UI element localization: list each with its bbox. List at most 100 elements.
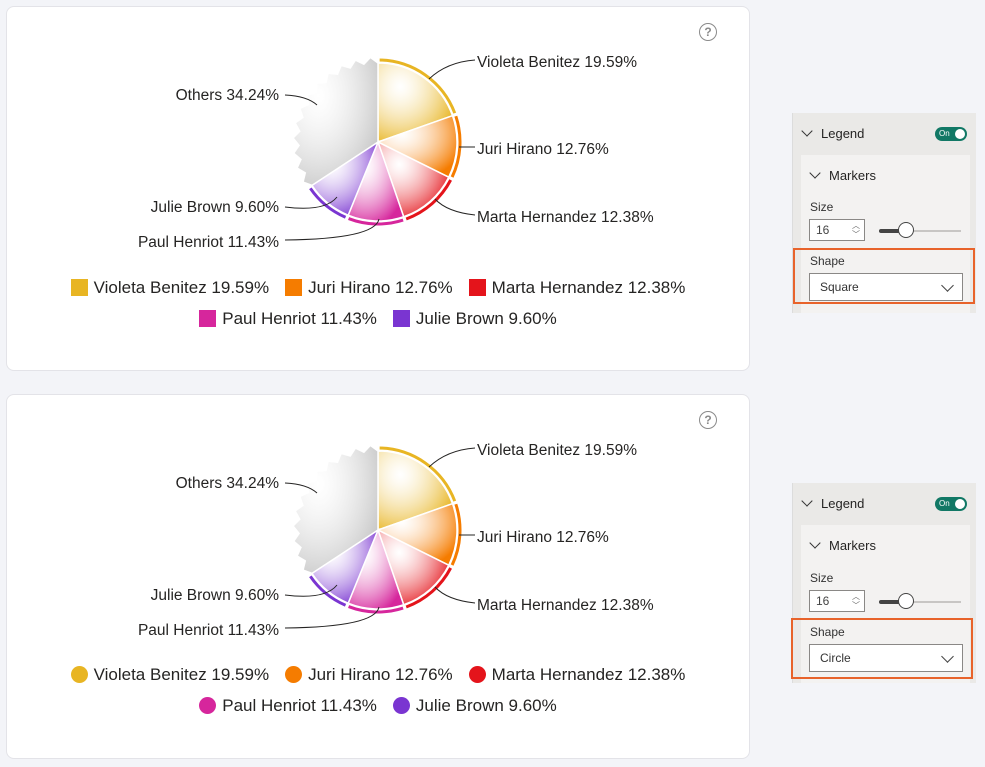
legend-label: Paul Henriot 11.43% (222, 695, 377, 715)
legend-item-julie-brown[interactable]: Julie Brown 9.60% (392, 308, 557, 329)
shape-highlight-box (793, 248, 975, 304)
legend-row: Violeta Benitez 19.59% Juri Hirano 12.76%… (7, 659, 749, 690)
pie-slice-violeta-benitez[interactable] (377, 62, 454, 144)
legend-marker-circle (285, 666, 303, 683)
legend-row: Violeta Benitez 19.59% Juri Hirano 12.76%… (7, 272, 749, 303)
pie-slice-violeta-benitez[interactable] (377, 450, 454, 532)
legend-item-paul-henriot[interactable]: Paul Henriot 11.43% (199, 309, 377, 329)
legend-item-paul-henriot[interactable]: Paul Henriot 11.43% (199, 696, 377, 716)
chevron-down-icon (809, 167, 821, 179)
legend-item-julie-brown[interactable]: Julie Brown 9.60% (392, 695, 557, 716)
shape-label: Shape (810, 625, 845, 639)
legend-item-juri-hirano[interactable]: Juri Hirano 12.76% (285, 665, 453, 685)
legend-marker-square (285, 279, 303, 296)
shape-dropdown[interactable]: Circle (809, 644, 963, 672)
pie-group: Violeta Benitez 19.59% Juri Hirano 12.76%… (138, 54, 654, 251)
chart-legend: Violeta Benitez 19.59% Juri Hirano 12.76%… (7, 272, 749, 334)
leader-line (428, 59, 476, 80)
data-label-others: Others 34.24% (176, 87, 280, 104)
legend-label: Juri Hirano 12.76% (308, 277, 453, 297)
size-label: Size (810, 200, 834, 214)
legend-label: Violeta Benitez 19.59% (93, 664, 270, 684)
data-label-violeta-benitez: Violeta Benitez 19.59% (477, 54, 637, 71)
legend-label: Violeta Benitez 19.59% (93, 277, 270, 297)
legend-item-violeta-benitez[interactable]: Violeta Benitez 19.59% (70, 664, 270, 685)
pie-chart[interactable]: Violeta Benitez 19.59% Juri Hirano 12.76%… (7, 395, 751, 655)
spin-arrows-icon[interactable]: ︿ ﹀ (852, 221, 860, 239)
legend-marker-square (468, 279, 486, 296)
data-label-violeta-benitez: Violeta Benitez 19.59% (477, 442, 637, 459)
legend-section-header[interactable]: Legend (793, 483, 976, 523)
pie-slice-others[interactable] (292, 444, 379, 575)
markers-label: Markers (829, 537, 876, 553)
data-label-paul-henriot: Paul Henriot 11.43% (138, 234, 279, 251)
pie-slice-marta-hernandez[interactable] (376, 528, 450, 606)
size-slider-thumb[interactable] (898, 593, 914, 609)
size-label: Size (810, 571, 834, 585)
size-slider-track[interactable] (879, 230, 961, 232)
data-label-julie-brown: Julie Brown 9.60% (151, 587, 280, 604)
pie-chart[interactable]: Violeta Benitez 19.59% Juri Hirano 12.76%… (7, 7, 751, 267)
legend-section-header[interactable]: Legend (793, 113, 976, 153)
legend-label: Paul Henriot 11.43% (222, 308, 377, 328)
leader-line (284, 218, 380, 241)
chevron-down-icon (809, 537, 821, 549)
pie-slice-juri-hirano[interactable] (376, 114, 458, 179)
legend-item-marta-hernandez[interactable]: Marta Hernandez 12.38% (468, 277, 686, 298)
leader-line (284, 482, 318, 494)
shape-dropdown[interactable]: Square (809, 273, 963, 301)
format-pane-legend: Legend On Markers Size 16 ︿ ﹀ Shape Circl… (791, 483, 976, 683)
markers-card: Markers Size 16 ︿ ﹀ Shape Square (801, 155, 970, 313)
legend-label: Marta Hernandez 12.38% (491, 277, 686, 297)
size-slider-thumb[interactable] (898, 222, 914, 238)
help-icon[interactable]: ? (699, 411, 717, 429)
leader-line (284, 196, 338, 209)
legend-toggle[interactable]: On (935, 127, 967, 141)
pie-slice-juri-hirano[interactable] (376, 502, 458, 567)
pie-slice-rim (348, 217, 404, 226)
legend-item-violeta-benitez[interactable]: Violeta Benitez 19.59% (70, 277, 270, 298)
shape-highlight-box (791, 618, 973, 679)
pie-group: Violeta Benitez 19.59% Juri Hirano 12.76%… (138, 442, 654, 639)
legend-marker-square (392, 310, 410, 327)
size-value: 16 (816, 594, 830, 608)
legend-row: Paul Henriot 11.43% Julie Brown 9.60% (7, 303, 749, 334)
legend-item-juri-hirano[interactable]: Juri Hirano 12.76% (285, 278, 453, 298)
legend-item-marta-hernandez[interactable]: Marta Hernandez 12.38% (468, 665, 685, 685)
legend-marker-circle (199, 697, 217, 714)
pie-slice-others[interactable] (292, 56, 379, 187)
shape-value: Circle (820, 651, 851, 665)
pie-slice-rim (405, 567, 452, 609)
markers-header[interactable]: Markers (801, 155, 970, 195)
help-icon[interactable]: ? (699, 23, 717, 41)
legend-label: Julie Brown 9.60% (415, 308, 557, 328)
pie-slice-rim (348, 605, 404, 614)
spin-arrows-icon[interactable]: ︿ ﹀ (852, 592, 860, 610)
shape-label: Shape (810, 254, 845, 268)
data-label-julie-brown: Julie Brown 9.60% (151, 199, 280, 216)
markers-header[interactable]: Markers (801, 525, 970, 565)
data-label-paul-henriot: Paul Henriot 11.43% (138, 622, 279, 639)
data-label-marta-hernandez: Marta Hernandez 12.38% (477, 597, 654, 614)
legend-toggle[interactable]: On (935, 497, 967, 511)
legend-marker-circle (70, 666, 88, 683)
legend-marker-square (70, 279, 88, 296)
leader-line (428, 447, 476, 468)
legend-label: Julie Brown 9.60% (415, 695, 557, 715)
size-slider-fill (879, 600, 907, 604)
leader-line (284, 94, 318, 106)
size-spinbox[interactable]: 16 ︿ ﹀ (809, 590, 865, 612)
chart-legend: Violeta Benitez 19.59% Juri Hirano 12.76%… (7, 659, 749, 721)
size-value: 16 (816, 223, 830, 237)
data-label-others: Others 34.24% (176, 475, 280, 492)
pie-slice-marta-hernandez[interactable] (376, 140, 450, 218)
leader-line (434, 198, 476, 216)
data-label-juri-hirano: Juri Hirano 12.76% (477, 529, 609, 546)
pie-slice-rim (405, 179, 452, 221)
size-slider-track[interactable] (879, 601, 961, 603)
leader-line (434, 586, 476, 604)
size-spinbox[interactable]: 16 ︿ ﹀ (809, 219, 865, 241)
chart-card-circle-markers: ? Violeta Benitez 19.59% Juri Hirano 12.7… (6, 394, 750, 759)
leader-line (284, 584, 338, 597)
legend-section-label: Legend (821, 495, 865, 511)
